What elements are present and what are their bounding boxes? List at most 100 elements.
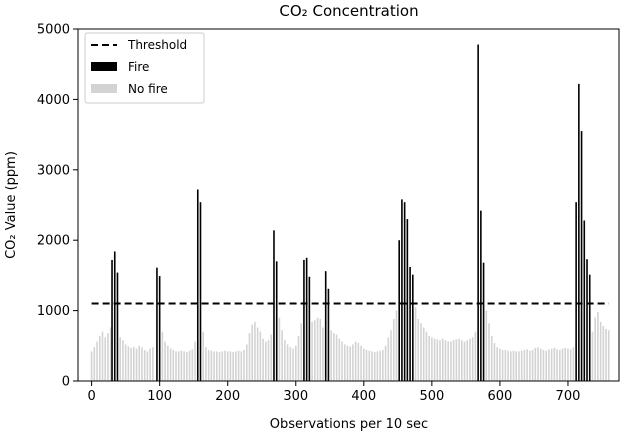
no-fire-bar: [330, 330, 332, 381]
fire-bar: [156, 267, 158, 381]
no-fire-bar: [122, 340, 124, 381]
fire-bar: [412, 274, 414, 381]
legend-threshold-label: Threshold: [127, 38, 187, 52]
no-fire-bar: [531, 350, 534, 381]
fire-bar: [480, 210, 482, 381]
no-fire-bar: [382, 350, 384, 381]
no-fire-bar: [316, 317, 319, 381]
legend-fire-label: Fire: [128, 60, 149, 74]
no-fire-bar: [138, 345, 141, 381]
no-fire-bar: [194, 341, 196, 381]
fire-bar: [401, 199, 403, 381]
no-fire-bar: [507, 350, 509, 381]
no-fire-bar: [218, 352, 221, 381]
y-tick-label: 2000: [37, 234, 70, 249]
no-fire-bar: [518, 351, 520, 381]
no-fire-bar: [390, 330, 392, 381]
no-fire-bar: [455, 339, 458, 381]
no-fire-bar: [267, 340, 270, 381]
no-fire-bar: [365, 350, 368, 381]
no-fire-bar: [450, 341, 452, 381]
no-fire-bar: [379, 350, 381, 381]
no-fire-bar: [496, 347, 498, 381]
no-fire-bar: [146, 351, 149, 381]
no-fire-bar: [152, 347, 154, 381]
no-fire-bar: [550, 348, 553, 381]
no-fire-bar: [109, 327, 112, 381]
legend-nofire-swatch: [91, 84, 117, 93]
no-fire-bar: [441, 338, 444, 381]
no-fire-bar: [553, 347, 556, 381]
fire-bar: [158, 276, 161, 381]
no-fire-bar: [493, 342, 496, 381]
fire-bar: [327, 288, 330, 381]
fire-bar: [199, 202, 202, 381]
no-fire-bar: [559, 350, 561, 381]
no-fire-bar: [281, 330, 283, 381]
fire-bar: [580, 131, 583, 381]
no-fire-bar: [226, 351, 229, 381]
no-fire-bar: [96, 341, 98, 381]
no-fire-bar: [289, 347, 292, 381]
no-fire-bar: [93, 347, 96, 381]
no-fire-bar: [216, 351, 218, 381]
no-fire-bar: [333, 333, 335, 381]
no-fire-bar: [436, 339, 439, 381]
x-tick-label: 500: [419, 389, 444, 404]
no-fire-bar: [119, 337, 121, 381]
no-fire-bar: [605, 328, 607, 381]
no-fire-bar: [431, 337, 433, 381]
x-axis-label: Observations per 10 sec: [270, 417, 428, 432]
fire-bar: [588, 274, 591, 381]
no-fire-bar: [278, 317, 281, 381]
no-fire-bar: [499, 348, 501, 381]
no-fire-bar: [229, 351, 232, 381]
no-fire-bar: [297, 335, 300, 381]
fire-bar: [303, 259, 305, 381]
no-fire-bar: [384, 345, 387, 381]
no-fire-bar: [167, 345, 169, 381]
no-fire-bar: [177, 351, 180, 381]
no-fire-bar: [248, 333, 251, 381]
no-fire-bar: [597, 312, 599, 381]
fire-bar: [398, 240, 400, 381]
no-fire-bar: [395, 310, 398, 381]
no-fire-bar: [202, 331, 205, 381]
no-fire-bar: [422, 327, 425, 381]
no-fire-bar: [548, 349, 550, 381]
no-fire-bar: [602, 326, 605, 381]
no-fire-bar: [469, 338, 471, 381]
no-fire-bar: [251, 324, 254, 381]
no-fire-bar: [417, 319, 420, 381]
no-fire-bar: [232, 352, 234, 381]
legend: Threshold Fire No fire: [84, 32, 205, 104]
no-fire-bar: [439, 340, 441, 381]
fire-bar: [482, 262, 485, 381]
x-tick-label: 400: [351, 389, 376, 404]
no-fire-bar: [515, 351, 518, 381]
no-fire-bar: [567, 348, 569, 381]
no-fire-bar: [256, 327, 259, 381]
x-tick-label: 200: [215, 389, 240, 404]
no-fire-bars: [90, 307, 610, 381]
no-fire-bar: [124, 344, 127, 381]
no-fire-bar: [488, 323, 490, 381]
no-fire-bar: [539, 348, 542, 381]
no-fire-bar: [387, 337, 390, 381]
no-fire-bar: [510, 351, 512, 381]
no-fire-bar: [270, 334, 273, 381]
fire-bar: [111, 259, 113, 381]
fire-bar: [324, 271, 327, 381]
no-fire-bar: [130, 347, 132, 381]
no-fire-bar: [107, 333, 109, 381]
fire-bar: [586, 259, 588, 381]
no-fire-bar: [463, 341, 466, 381]
no-fire-bar: [341, 341, 343, 381]
no-fire-bar: [534, 347, 537, 381]
no-fire-bar: [183, 351, 185, 381]
y-tick-label: 0: [62, 375, 70, 390]
no-fire-bar: [349, 346, 351, 381]
no-fire-bar: [420, 323, 422, 381]
no-fire-bar: [363, 348, 365, 381]
